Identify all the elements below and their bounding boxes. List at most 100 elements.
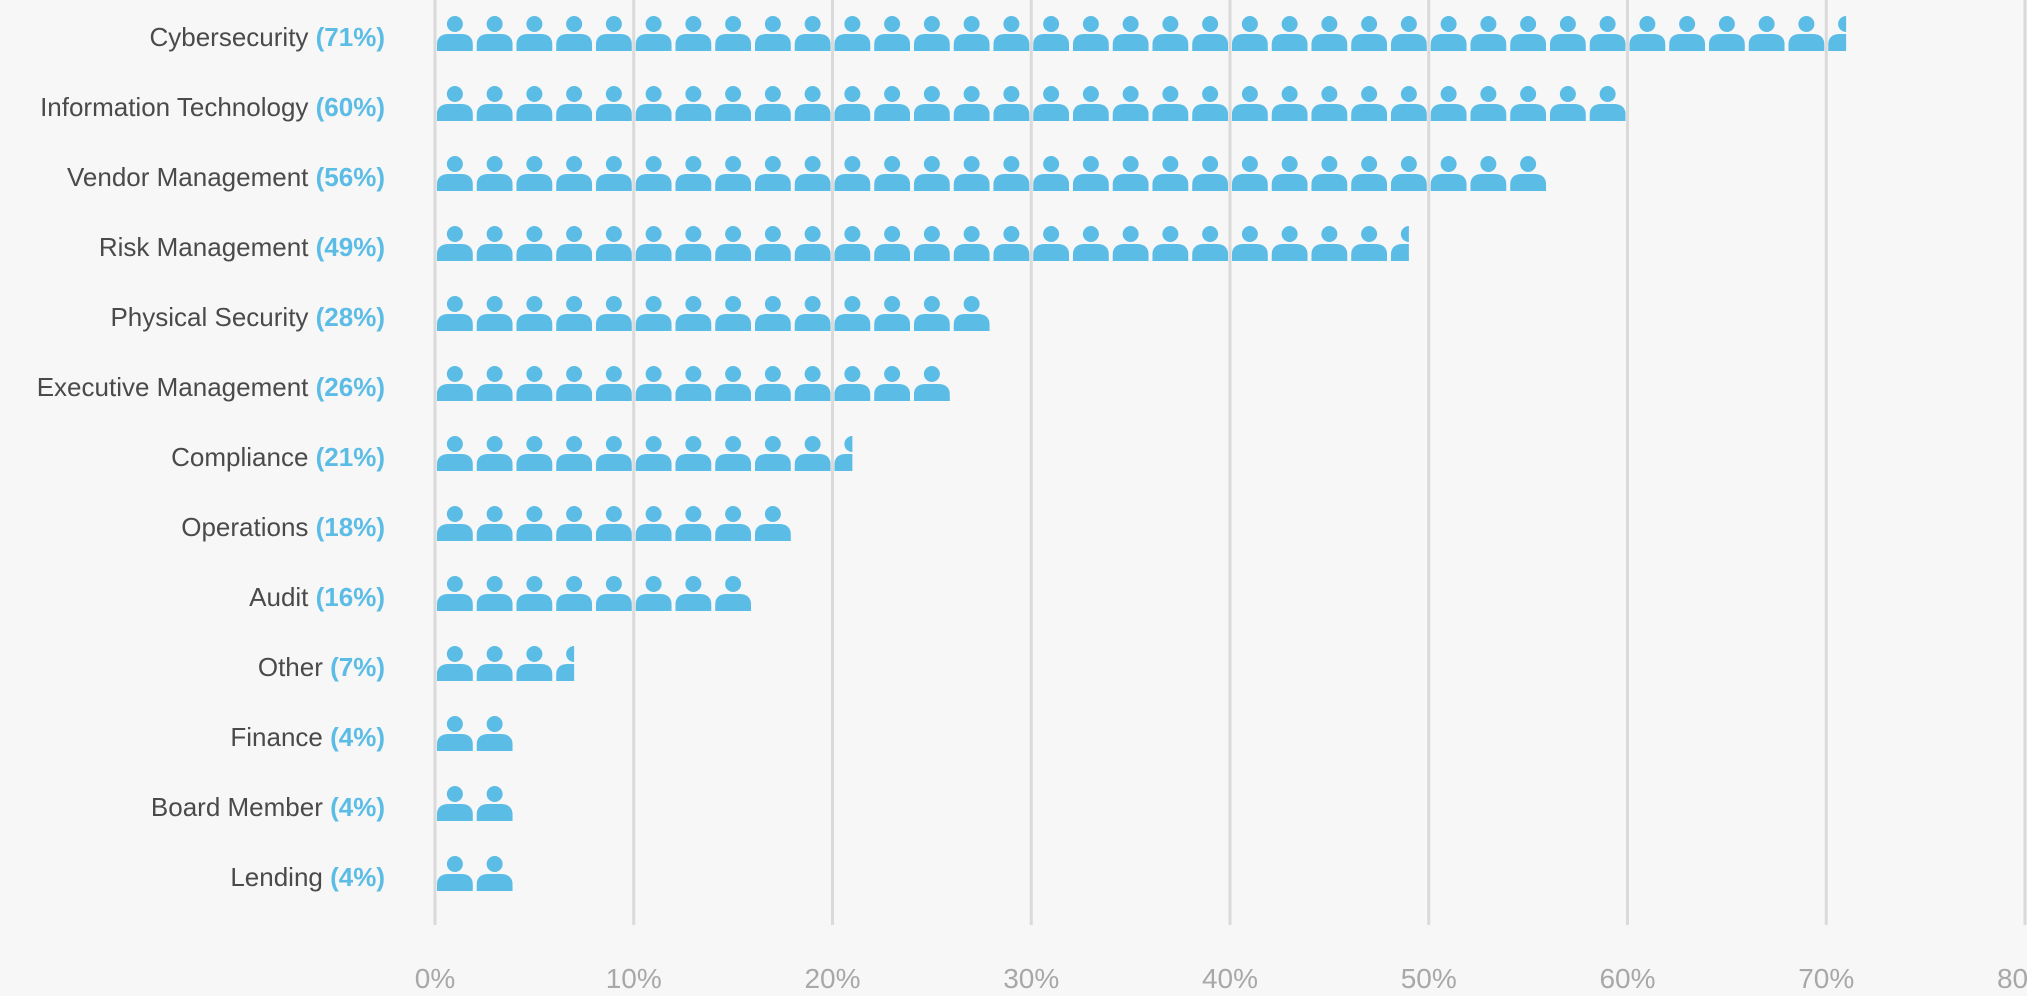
person-icon [516, 156, 553, 191]
person-icon [754, 86, 791, 121]
bar-row [436, 296, 990, 331]
person-icon [516, 646, 553, 681]
person-icon [595, 296, 632, 331]
category-name: Audit [249, 582, 316, 612]
x-tick-label: 30% [1003, 963, 1059, 994]
person-icon [874, 226, 911, 261]
person-icon [715, 296, 752, 331]
person-icon [834, 226, 871, 261]
person-icon [754, 506, 791, 541]
person-icon [874, 86, 911, 121]
person-icon [794, 86, 831, 121]
value-label: (71%) [316, 22, 385, 52]
person-icon [1271, 226, 1308, 261]
person-icon [834, 156, 871, 191]
person-icon [1033, 16, 1070, 51]
person-icon [1311, 226, 1348, 261]
person-icon [436, 16, 473, 51]
person-icon [1192, 16, 1229, 51]
person-icon [1112, 16, 1149, 51]
person-icon [476, 576, 513, 611]
person-icon [1033, 226, 1070, 261]
person-icon [476, 856, 513, 891]
person-icon [595, 576, 632, 611]
person-icon [1231, 226, 1268, 261]
person-icon [556, 226, 593, 261]
person-icon [1112, 86, 1149, 121]
person-icon [1072, 156, 1109, 191]
person-icon [794, 436, 831, 471]
person-icon [675, 436, 712, 471]
person-icon [516, 226, 553, 261]
person-icon [1390, 156, 1427, 191]
person-icon [1390, 86, 1427, 121]
person-icon [1430, 86, 1467, 121]
person-icon [913, 86, 950, 121]
person-icon [1192, 156, 1229, 191]
person-icon [1231, 156, 1268, 191]
person-icon [874, 366, 911, 401]
person-icon [754, 296, 791, 331]
person-icon [436, 156, 473, 191]
person-icon [715, 506, 752, 541]
bar-row [436, 226, 1409, 261]
person-icon [436, 576, 473, 611]
person-icon [1152, 226, 1189, 261]
x-tick-label: 60% [1599, 963, 1655, 994]
person-icon [436, 436, 473, 471]
person-icon [436, 366, 473, 401]
person-icon [476, 226, 513, 261]
person-icon [476, 86, 513, 121]
value-label: (4%) [330, 862, 385, 892]
person-icon [1152, 16, 1189, 51]
x-tick-label: 40% [1202, 963, 1258, 994]
category-name: Operations [181, 512, 315, 542]
person-icon [516, 86, 553, 121]
person-icon [516, 506, 553, 541]
person-icon [754, 156, 791, 191]
person-icon [953, 296, 990, 331]
person-icon [1192, 86, 1229, 121]
category-label-row: Cybersecurity (71%) [149, 22, 385, 52]
person-icon [675, 86, 712, 121]
x-axis-ticks: 0% 10% 20% 30% 40% 50% 60% 70% 80% [415, 963, 2027, 994]
person-icon [1470, 16, 1507, 51]
bar-row [436, 576, 752, 611]
person-icon [1430, 16, 1467, 51]
person-icon [556, 506, 593, 541]
category-name: Executive Management [37, 372, 316, 402]
x-tick-label: 80% [1997, 963, 2027, 994]
person-icon [516, 16, 553, 51]
person-icon [516, 576, 553, 611]
category-name: Finance [230, 722, 330, 752]
person-icon [715, 576, 752, 611]
value-label: (7%) [330, 652, 385, 682]
person-icon [1112, 226, 1149, 261]
value-label: (4%) [330, 722, 385, 752]
person-icon [874, 16, 911, 51]
person-icon [476, 716, 513, 751]
person-icon [436, 86, 473, 121]
person-icon [476, 366, 513, 401]
category-label-row: Board Member (4%) [151, 792, 385, 822]
person-icon [436, 226, 473, 261]
person-icon [1708, 16, 1745, 51]
person-icon [1072, 226, 1109, 261]
person-icon [754, 226, 791, 261]
person-icon [675, 576, 712, 611]
person-icon [794, 156, 831, 191]
person-icon [913, 156, 950, 191]
person-icon [993, 16, 1030, 51]
person-icon [476, 506, 513, 541]
category-label-row: Audit (16%) [249, 582, 385, 612]
person-icon [675, 226, 712, 261]
person-icon [1510, 86, 1547, 121]
person-icon [476, 646, 513, 681]
person-icon [635, 296, 672, 331]
person-icon [675, 296, 712, 331]
category-label-row: Compliance (21%) [171, 442, 385, 472]
bar-row [436, 16, 1847, 51]
person-icon [556, 16, 593, 51]
person-icon [913, 366, 950, 401]
